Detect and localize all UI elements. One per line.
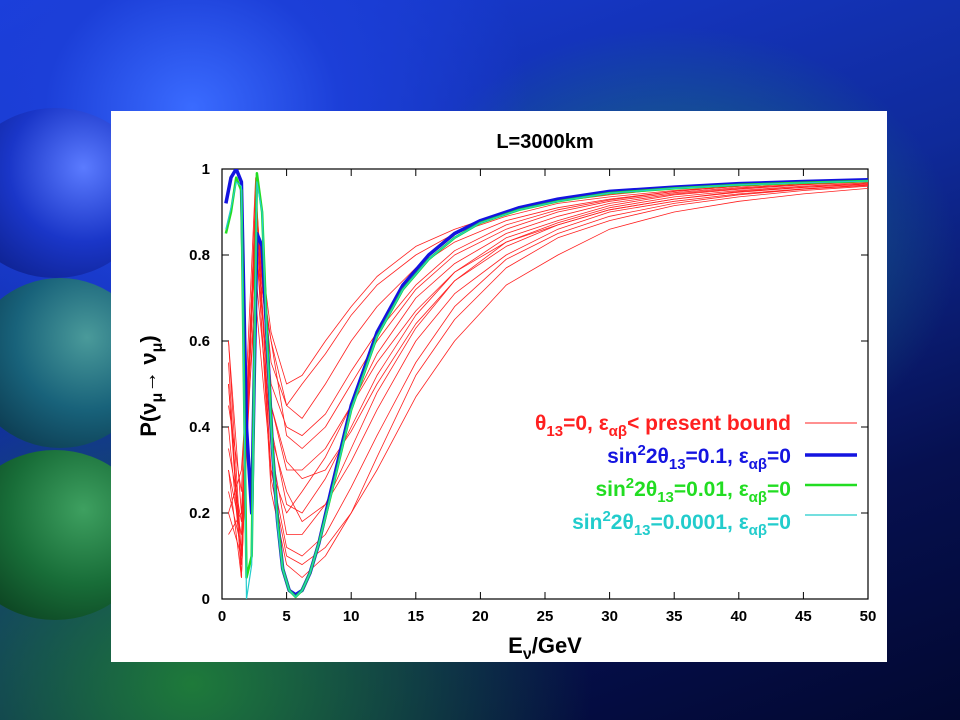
- plot-area: [224, 169, 868, 599]
- legend-label-blue: sin22θ13=0.1, εαβ=0: [607, 442, 791, 473]
- series-line-0: [228, 184, 868, 557]
- x-axis-label: Eν/GeV: [508, 633, 582, 662]
- x-tick-label: 40: [730, 608, 747, 625]
- y-tick-labels: 0 0.2 0.4 0.6 0.8 1: [189, 161, 211, 608]
- y-tick-label: 0: [202, 591, 210, 608]
- series-line-0: [228, 180, 868, 514]
- legend: θ13=0, εαβ< present bound sin22θ13=0.1, …: [535, 412, 857, 539]
- y-tick-label: 0.2: [189, 505, 210, 522]
- series-line-0: [228, 177, 868, 565]
- y-axis-label: P(νμ→ νμ): [136, 335, 166, 437]
- x-tick-label: 20: [472, 608, 489, 625]
- oscillation-probability-chart: L=3000km 0 5 10 15 20 25 30 35 40 45 50 0 0.2 0.4 0.6…: [136, 131, 877, 662]
- y-tick-label: 0.4: [189, 419, 211, 436]
- x-tick-label: 50: [860, 608, 877, 625]
- x-tick-labels: 0 5 10 15 20 25 30 35 40 45 50: [218, 608, 877, 625]
- legend-label-green: sin22θ13=0.01, εαβ=0: [595, 475, 791, 506]
- series-line-0: [228, 181, 868, 565]
- series-line-3: [225, 180, 868, 599]
- figure-panel: L=3000km 0 5 10 15 20 25 30 35 40 45 50 0 0.2 0.4 0.6…: [111, 111, 887, 662]
- x-tick-label: 25: [537, 608, 554, 625]
- plot-frame: [221, 168, 869, 600]
- x-tick-label: 5: [282, 608, 290, 625]
- chart-title: L=3000km: [496, 131, 593, 153]
- legend-entry-cyan: sin22θ13=0.0001, εαβ=0: [572, 508, 857, 539]
- legend-label-red: θ13=0, εαβ< present bound: [535, 412, 791, 440]
- y-tick-label: 1: [202, 161, 210, 178]
- legend-entry-red: θ13=0, εαβ< present bound: [535, 412, 857, 440]
- legend-entry-green: sin22θ13=0.01, εαβ=0: [595, 475, 857, 506]
- x-tick-label: 10: [343, 608, 360, 625]
- x-tick-label: 35: [666, 608, 683, 625]
- series-line-0: [228, 185, 868, 578]
- y-tick-label: 0.6: [189, 333, 210, 350]
- x-tick-label: 15: [407, 608, 424, 625]
- legend-label-cyan: sin22θ13=0.0001, εαβ=0: [572, 508, 791, 539]
- tick-marks: [221, 168, 869, 600]
- legend-entry-blue: sin22θ13=0.1, εαβ=0: [607, 442, 857, 473]
- series-line-0: [228, 183, 868, 514]
- x-tick-label: 30: [601, 608, 618, 625]
- x-tick-label: 45: [795, 608, 812, 625]
- x-tick-label: 0: [218, 608, 226, 625]
- y-tick-label: 0.8: [189, 247, 210, 264]
